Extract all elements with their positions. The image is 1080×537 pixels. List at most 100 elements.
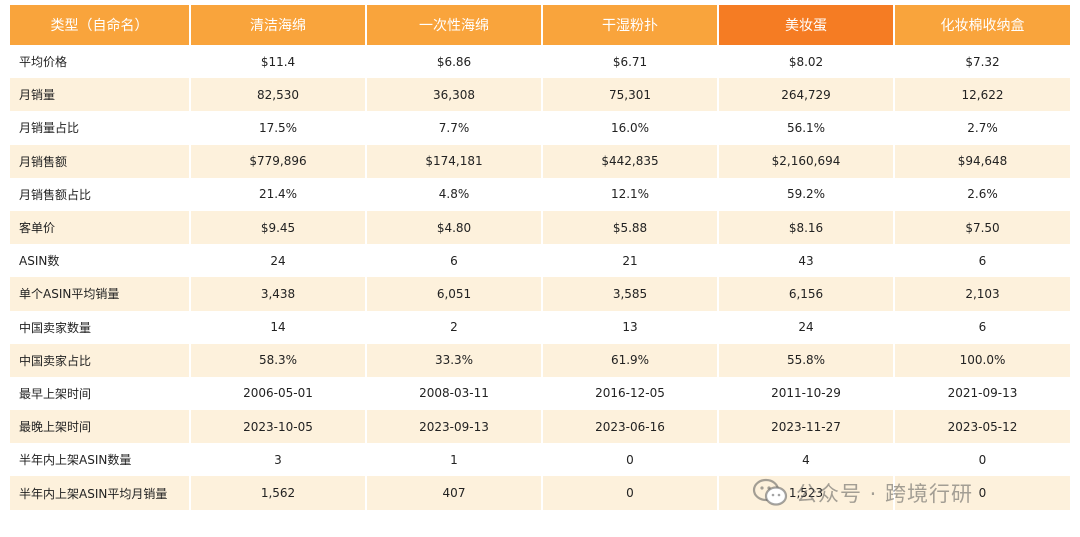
table-cell: 2008-03-11 xyxy=(367,376,543,411)
table-cell: 6,156 xyxy=(719,277,895,311)
table-cell: 2011-10-29 xyxy=(719,376,895,411)
table-cell: 6 xyxy=(367,244,543,278)
table-cell: 6 xyxy=(895,310,1072,344)
row-label: 月销量 xyxy=(10,78,191,112)
table-cell: 3,438 xyxy=(191,277,367,311)
data-table-container: 类型（自命名） 清洁海绵 一次性海绵 干湿粉扑 美妆蛋 化妆棉收纳盒 平均价格 $… xyxy=(10,5,1072,510)
table-cell: $442,835 xyxy=(543,144,719,178)
table-cell: 0 xyxy=(543,443,719,477)
table-cell: $4.80 xyxy=(367,210,543,245)
table-cell: 2023-09-13 xyxy=(367,410,543,444)
table-cell: 1 xyxy=(367,443,543,477)
header-cell: 清洁海绵 xyxy=(191,5,367,45)
table-cell: 2.6% xyxy=(895,177,1072,211)
table-row: 月销售额 $779,896 $174,181 $442,835 $2,160,694 $9… xyxy=(10,144,1072,178)
table-cell: $8.02 xyxy=(719,45,895,79)
table-cell: 24 xyxy=(191,244,367,278)
table-cell: 33.3% xyxy=(367,343,543,377)
table-cell: 2023-11-27 xyxy=(719,410,895,444)
table-row: 半年内上架ASIN平均月销量 1,562 407 0 1,523 0 xyxy=(10,476,1072,510)
table-cell: 264,729 xyxy=(719,78,895,112)
comparison-table: 类型（自命名） 清洁海绵 一次性海绵 干湿粉扑 美妆蛋 化妆棉收纳盒 平均价格 $… xyxy=(10,5,1072,510)
table-cell: 24 xyxy=(719,310,895,344)
table-row: 月销量 82,530 36,308 75,301 264,729 12,622 xyxy=(10,78,1072,112)
table-cell: 4 xyxy=(719,443,895,477)
row-label: 最早上架时间 xyxy=(10,376,191,411)
table-cell: $11.4 xyxy=(191,45,367,79)
table-cell: 61.9% xyxy=(543,343,719,377)
table-row: 月销量占比 17.5% 7.7% 16.0% 56.1% 2.7% xyxy=(10,111,1072,145)
table-row: 平均价格 $11.4 $6.86 $6.71 $8.02 $7.32 xyxy=(10,45,1072,79)
table-cell: 2023-05-12 xyxy=(895,410,1072,444)
row-label: 半年内上架ASIN数量 xyxy=(10,443,191,477)
table-cell: $2,160,694 xyxy=(719,144,895,178)
table-cell: 2021-09-13 xyxy=(895,376,1072,411)
table-cell: $6.71 xyxy=(543,45,719,79)
row-label: 客单价 xyxy=(10,210,191,245)
table-cell: 12.1% xyxy=(543,177,719,211)
table-cell: 6 xyxy=(895,244,1072,278)
table-cell: 82,530 xyxy=(191,78,367,112)
table-cell: 55.8% xyxy=(719,343,895,377)
table-cell: $779,896 xyxy=(191,144,367,178)
table-cell: 100.0% xyxy=(895,343,1072,377)
row-label: ASIN数 xyxy=(10,244,191,278)
table-row: 月销售额占比 21.4% 4.8% 12.1% 59.2% 2.6% xyxy=(10,177,1072,211)
row-label: 月销售额 xyxy=(10,144,191,178)
table-cell: 59.2% xyxy=(719,177,895,211)
table-cell: $6.86 xyxy=(367,45,543,79)
table-cell: 56.1% xyxy=(719,111,895,145)
header-cell-highlighted: 美妆蛋 xyxy=(719,5,895,45)
header-cell: 化妆棉收纳盒 xyxy=(895,5,1072,45)
table-cell: 2 xyxy=(367,310,543,344)
table-cell: 36,308 xyxy=(367,78,543,112)
table-cell: 3 xyxy=(191,443,367,477)
table-row: 最早上架时间 2006-05-01 2008-03-11 2016-12-05 2011… xyxy=(10,376,1072,411)
table-cell: 2.7% xyxy=(895,111,1072,145)
table-cell: 16.0% xyxy=(543,111,719,145)
table-cell: 21 xyxy=(543,244,719,278)
table-cell: $94,648 xyxy=(895,144,1072,178)
table-cell: 43 xyxy=(719,244,895,278)
table-row: 客单价 $9.45 $4.80 $5.88 $8.16 $7.50 xyxy=(10,210,1072,245)
table-cell: 4.8% xyxy=(367,177,543,211)
table-cell: $5.88 xyxy=(543,210,719,245)
table-row: 最晚上架时间 2023-10-05 2023-09-13 2023-06-16 2023… xyxy=(10,410,1072,444)
table-cell: 2006-05-01 xyxy=(191,376,367,411)
table-cell: 2023-06-16 xyxy=(543,410,719,444)
row-label: 最晚上架时间 xyxy=(10,410,191,444)
row-label: 单个ASIN平均销量 xyxy=(10,277,191,311)
row-label: 平均价格 xyxy=(10,45,191,79)
table-cell: $174,181 xyxy=(367,144,543,178)
table-cell: 58.3% xyxy=(191,343,367,377)
row-label: 月销量占比 xyxy=(10,111,191,145)
table-cell: 14 xyxy=(191,310,367,344)
table-cell: 407 xyxy=(367,476,543,510)
table-cell: 1,523 xyxy=(719,476,895,510)
table-cell: 3,585 xyxy=(543,277,719,311)
watermark: 公众号 · 跨境行研 xyxy=(752,478,973,508)
table-cell: 13 xyxy=(543,310,719,344)
table-cell: $8.16 xyxy=(719,210,895,245)
header-cell: 干湿粉扑 xyxy=(543,5,719,45)
table-row: ASIN数 24 6 21 43 6 xyxy=(10,244,1072,278)
table-cell: 0 xyxy=(895,443,1072,477)
header-type-cell: 类型（自命名） xyxy=(10,5,191,45)
row-label: 月销售额占比 xyxy=(10,177,191,211)
header-cell: 一次性海绵 xyxy=(367,5,543,45)
header-row: 类型（自命名） 清洁海绵 一次性海绵 干湿粉扑 美妆蛋 化妆棉收纳盒 xyxy=(10,5,1072,45)
table-cell: 6,051 xyxy=(367,277,543,311)
table-cell: $7.50 xyxy=(895,210,1072,245)
wechat-icon xyxy=(752,478,788,508)
watermark-text: 公众号 · 跨境行研 xyxy=(796,482,974,506)
row-label: 中国卖家数量 xyxy=(10,310,191,344)
table-cell: 1,562 xyxy=(191,476,367,510)
table-row: 中国卖家占比 58.3% 33.3% 61.9% 55.8% 100.0% xyxy=(10,343,1072,377)
row-label: 中国卖家占比 xyxy=(10,343,191,377)
row-label: 半年内上架ASIN平均月销量 xyxy=(10,476,191,510)
table-cell: $9.45 xyxy=(191,210,367,245)
table-cell: 75,301 xyxy=(543,78,719,112)
table-cell: 0 xyxy=(543,476,719,510)
table-cell: 21.4% xyxy=(191,177,367,211)
table-row: 单个ASIN平均销量 3,438 6,051 3,585 6,156 2,103 xyxy=(10,277,1072,311)
